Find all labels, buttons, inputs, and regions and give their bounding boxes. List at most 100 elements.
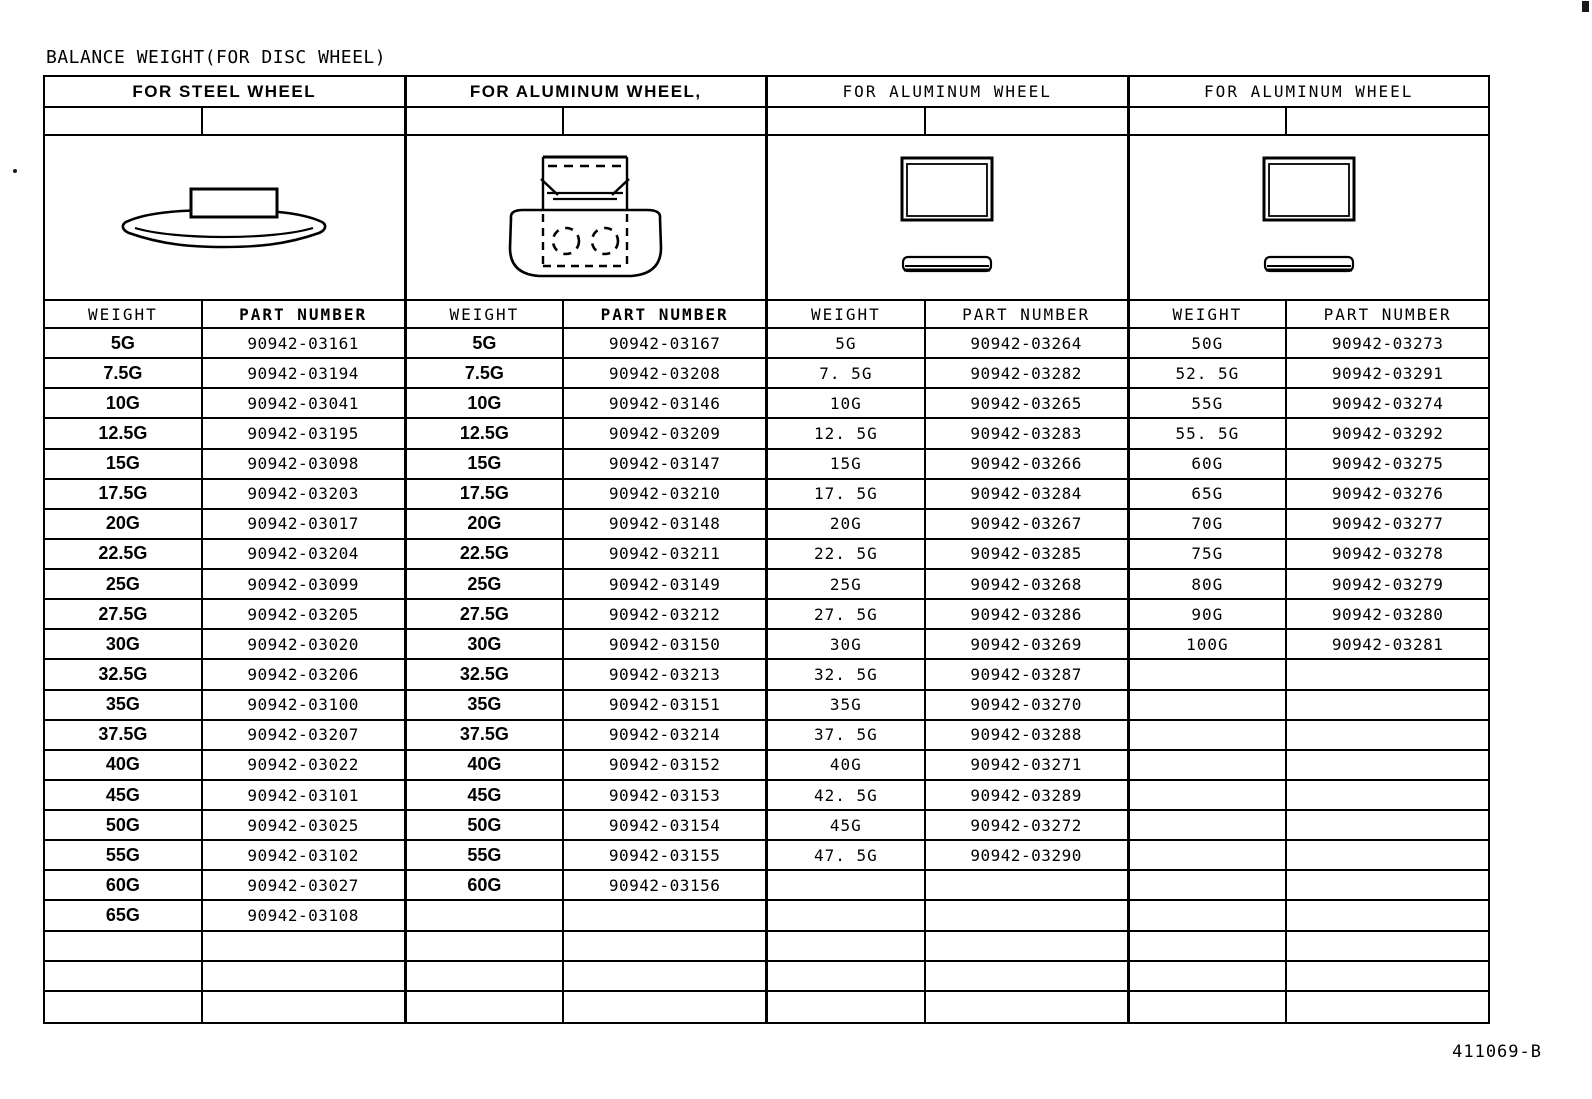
column-header: FOR ALUMINUM WHEEL — [768, 77, 1127, 108]
weight-cell: 15G — [45, 449, 203, 478]
table-row: 25G 90942-03149 — [406, 570, 765, 601]
table-row: 30G 90942-03269 — [768, 630, 1127, 661]
table-row: 37. 5G 90942-03288 — [768, 720, 1127, 751]
table-row: 25G 90942-03099 — [45, 570, 404, 601]
weight-cell: 22.5G — [45, 539, 203, 569]
weight-cell: 75G — [1130, 539, 1288, 569]
part-number-cell: 90942-03041 — [247, 393, 359, 413]
part-number-cell: 90942-03274 — [1331, 393, 1444, 413]
sub-header-cell — [203, 108, 404, 134]
stick-on-weight-icon — [1261, 155, 1357, 281]
part-number-cell — [1287, 871, 1488, 899]
part-number-cell: 90942-03108 — [247, 906, 359, 926]
table-row: 7.5G 90942-03194 — [45, 359, 404, 390]
part-number-column-header: PART NUMBER — [1323, 304, 1452, 324]
part-number-cell: 90942-03205 — [247, 604, 359, 624]
table-row: 27.5G 90942-03205 — [45, 600, 404, 631]
weight-cell — [1130, 961, 1288, 990]
table-row: 70G 90942-03277 — [1129, 509, 1488, 540]
weight-cell: 37. 5G — [768, 720, 926, 749]
weight-cell: 70G — [1130, 509, 1288, 538]
table-row — [406, 931, 765, 962]
table-row — [768, 961, 1127, 992]
part-number-cell — [926, 932, 1127, 960]
weight-cell: 5G — [768, 329, 926, 358]
part-number-cell: 90942-03271 — [970, 755, 1082, 775]
table-row: 27. 5G 90942-03286 — [768, 600, 1127, 631]
part-number-cell: 90942-03281 — [1331, 634, 1444, 654]
part-number-cell — [926, 992, 1127, 1022]
weight-cell — [407, 961, 565, 990]
weight-cell: 35G — [45, 690, 203, 719]
column-header: FOR STEEL WHEEL — [45, 77, 404, 108]
steel-clip-on-weight-icon — [119, 185, 329, 251]
table-row: 37.5G 90942-03207 — [45, 720, 404, 751]
weight-cell — [45, 931, 203, 960]
weight-cell: 45G — [768, 811, 926, 840]
table-row: 90G 90942-03280 — [1129, 600, 1488, 631]
weight-cell: 40G — [45, 750, 203, 779]
table-row: 25G 90942-03268 — [768, 570, 1127, 601]
sub-header-row — [768, 108, 1127, 136]
part-number-cell — [1287, 781, 1488, 809]
table-row — [1129, 720, 1488, 751]
table-body: 5G 90942-03161 7.5G 90942-03194 10G 90942-030… — [45, 329, 404, 1022]
part-number-cell: 90942-03152 — [608, 755, 721, 775]
part-number-cell: 90942-03282 — [970, 363, 1082, 383]
part-number-cell: 90942-03154 — [608, 815, 721, 835]
part-number-cell: 90942-03149 — [608, 574, 721, 594]
weight-cell — [1130, 931, 1288, 960]
weight-cell — [1130, 750, 1288, 779]
part-number-cell: 90942-03209 — [608, 423, 721, 443]
part-number-cell: 90942-03161 — [247, 333, 359, 353]
table-row: 45G 90942-03272 — [768, 811, 1127, 842]
part-number-cell — [203, 932, 404, 960]
weight-cell: 80G — [1130, 570, 1288, 599]
table-row: 27.5G 90942-03212 — [406, 600, 765, 631]
weight-cell: 32.5G — [45, 660, 203, 689]
table-header-row: WEIGHT PART NUMBER — [768, 301, 1127, 329]
weight-cell: 30G — [407, 630, 565, 659]
part-number-cell — [1287, 932, 1488, 960]
balance-weight-table: FOR STEEL WHEEL WEIGHT PART NUMBER 5G 909… — [43, 75, 1490, 1024]
part-number-cell — [1287, 992, 1488, 1022]
part-number-cell: 90942-03268 — [970, 574, 1082, 594]
weight-cell: 10G — [407, 389, 565, 418]
sub-header-cell — [45, 108, 203, 134]
table-row: 50G 90942-03154 — [406, 811, 765, 842]
part-number-column-header: PART NUMBER — [962, 304, 1091, 324]
weight-cell: 17.5G — [407, 479, 565, 508]
table-row: 20G 90942-03267 — [768, 509, 1127, 540]
table-row: 60G 90942-03027 — [45, 871, 404, 902]
weight-cell — [1130, 841, 1288, 870]
table-row: 50G 90942-03273 — [1129, 329, 1488, 360]
sub-header-cell — [768, 108, 926, 134]
part-number-cell: 90942-03167 — [608, 333, 721, 353]
table-row: 32. 5G 90942-03287 — [768, 660, 1127, 691]
weight-cell: 17.5G — [45, 479, 203, 508]
weight-cell: 37.5G — [407, 720, 565, 749]
weight-column-header: WEIGHT — [768, 301, 926, 327]
table-row — [768, 991, 1127, 1022]
part-number-cell: 90942-03291 — [1331, 363, 1444, 383]
part-number-cell — [1287, 841, 1488, 869]
part-number-cell: 90942-03150 — [608, 634, 721, 654]
part-number-cell: 90942-03284 — [970, 484, 1082, 504]
weight-cell: 60G — [407, 871, 565, 900]
weight-cell: 47. 5G — [768, 841, 926, 870]
weight-cell: 5G — [45, 329, 203, 358]
part-number-cell: 90942-03290 — [970, 845, 1082, 865]
table-row: 75G 90942-03278 — [1129, 539, 1488, 571]
weight-cell: 55G — [45, 841, 203, 870]
weight-cell: 37.5G — [45, 720, 203, 749]
part-number-cell: 90942-03027 — [247, 875, 359, 895]
weight-cell: 20G — [45, 509, 203, 538]
weight-cell: 52. 5G — [1130, 359, 1288, 388]
column-aluminum-wheel-1: FOR ALUMINUM WHEEL, WEIG — [404, 75, 767, 1024]
table-row: 7. 5G 90942-03282 — [768, 359, 1127, 390]
table-row — [1129, 931, 1488, 962]
part-number-cell — [564, 932, 765, 960]
weight-cell — [1130, 901, 1288, 930]
part-number-cell: 90942-03017 — [247, 514, 359, 534]
part-number-cell: 90942-03194 — [247, 363, 359, 383]
